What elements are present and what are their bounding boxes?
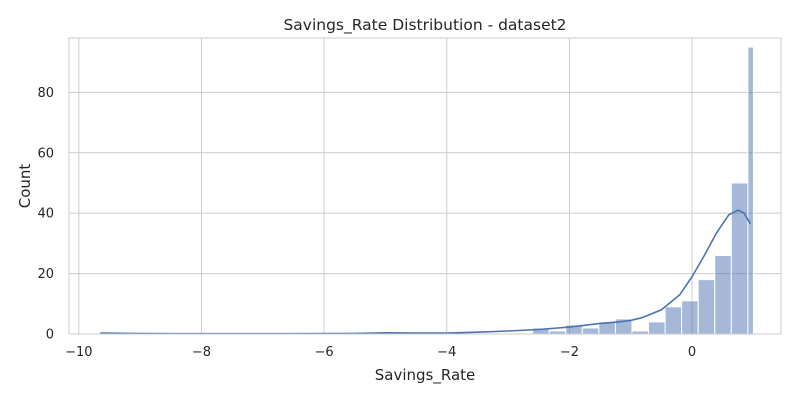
- y-tick-label: 60: [37, 146, 54, 161]
- histogram-bar: [730, 182, 749, 335]
- histogram-bar: [681, 300, 699, 335]
- x-tick-label: 0: [688, 345, 696, 360]
- y-tick-label: 40: [37, 207, 54, 222]
- x-tick-label: −10: [65, 345, 92, 360]
- histogram-bar: [697, 279, 716, 335]
- plot-background: [69, 38, 781, 334]
- histogram-bar: [664, 306, 683, 335]
- y-tick-label: 20: [37, 267, 54, 282]
- x-tick-label: −8: [192, 345, 211, 360]
- x-tick-label: −6: [315, 345, 334, 360]
- x-tick-label: −2: [560, 345, 579, 360]
- x-axis-ticks: −10 −8 −6 −4 −2 0: [65, 345, 696, 360]
- y-axis-ticks: 0 20 40 60 80: [37, 86, 54, 343]
- histogram-bar: [714, 254, 732, 335]
- histogram-bar: [747, 46, 754, 335]
- plot-frame: [68, 37, 782, 335]
- histogram-bar: [581, 327, 600, 335]
- chart-title: Savings_Rate Distribution - dataset2: [283, 16, 566, 35]
- histogram-bar: [648, 321, 666, 335]
- y-tick-label: 0: [46, 328, 54, 343]
- y-tick-label: 80: [37, 86, 54, 101]
- x-axis-label: Savings_Rate: [375, 366, 476, 385]
- y-axis-label: Count: [16, 164, 34, 209]
- x-tick-label: −4: [437, 345, 456, 360]
